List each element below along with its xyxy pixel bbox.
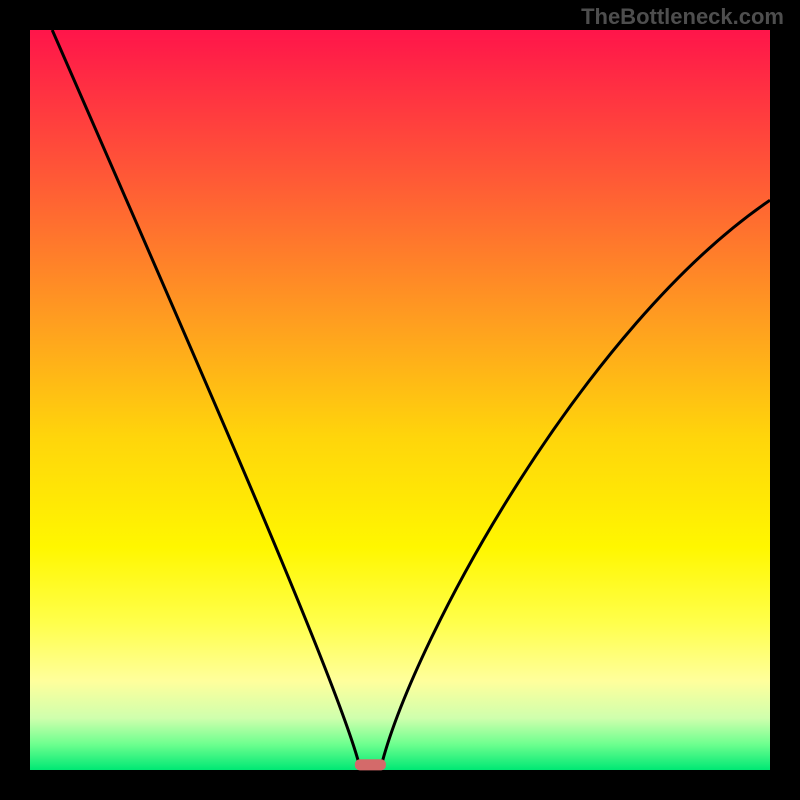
optimal-marker <box>355 759 386 770</box>
bottleneck-chart <box>0 0 800 800</box>
watermark-text: TheBottleneck.com <box>581 4 784 30</box>
plot-background <box>30 30 770 770</box>
